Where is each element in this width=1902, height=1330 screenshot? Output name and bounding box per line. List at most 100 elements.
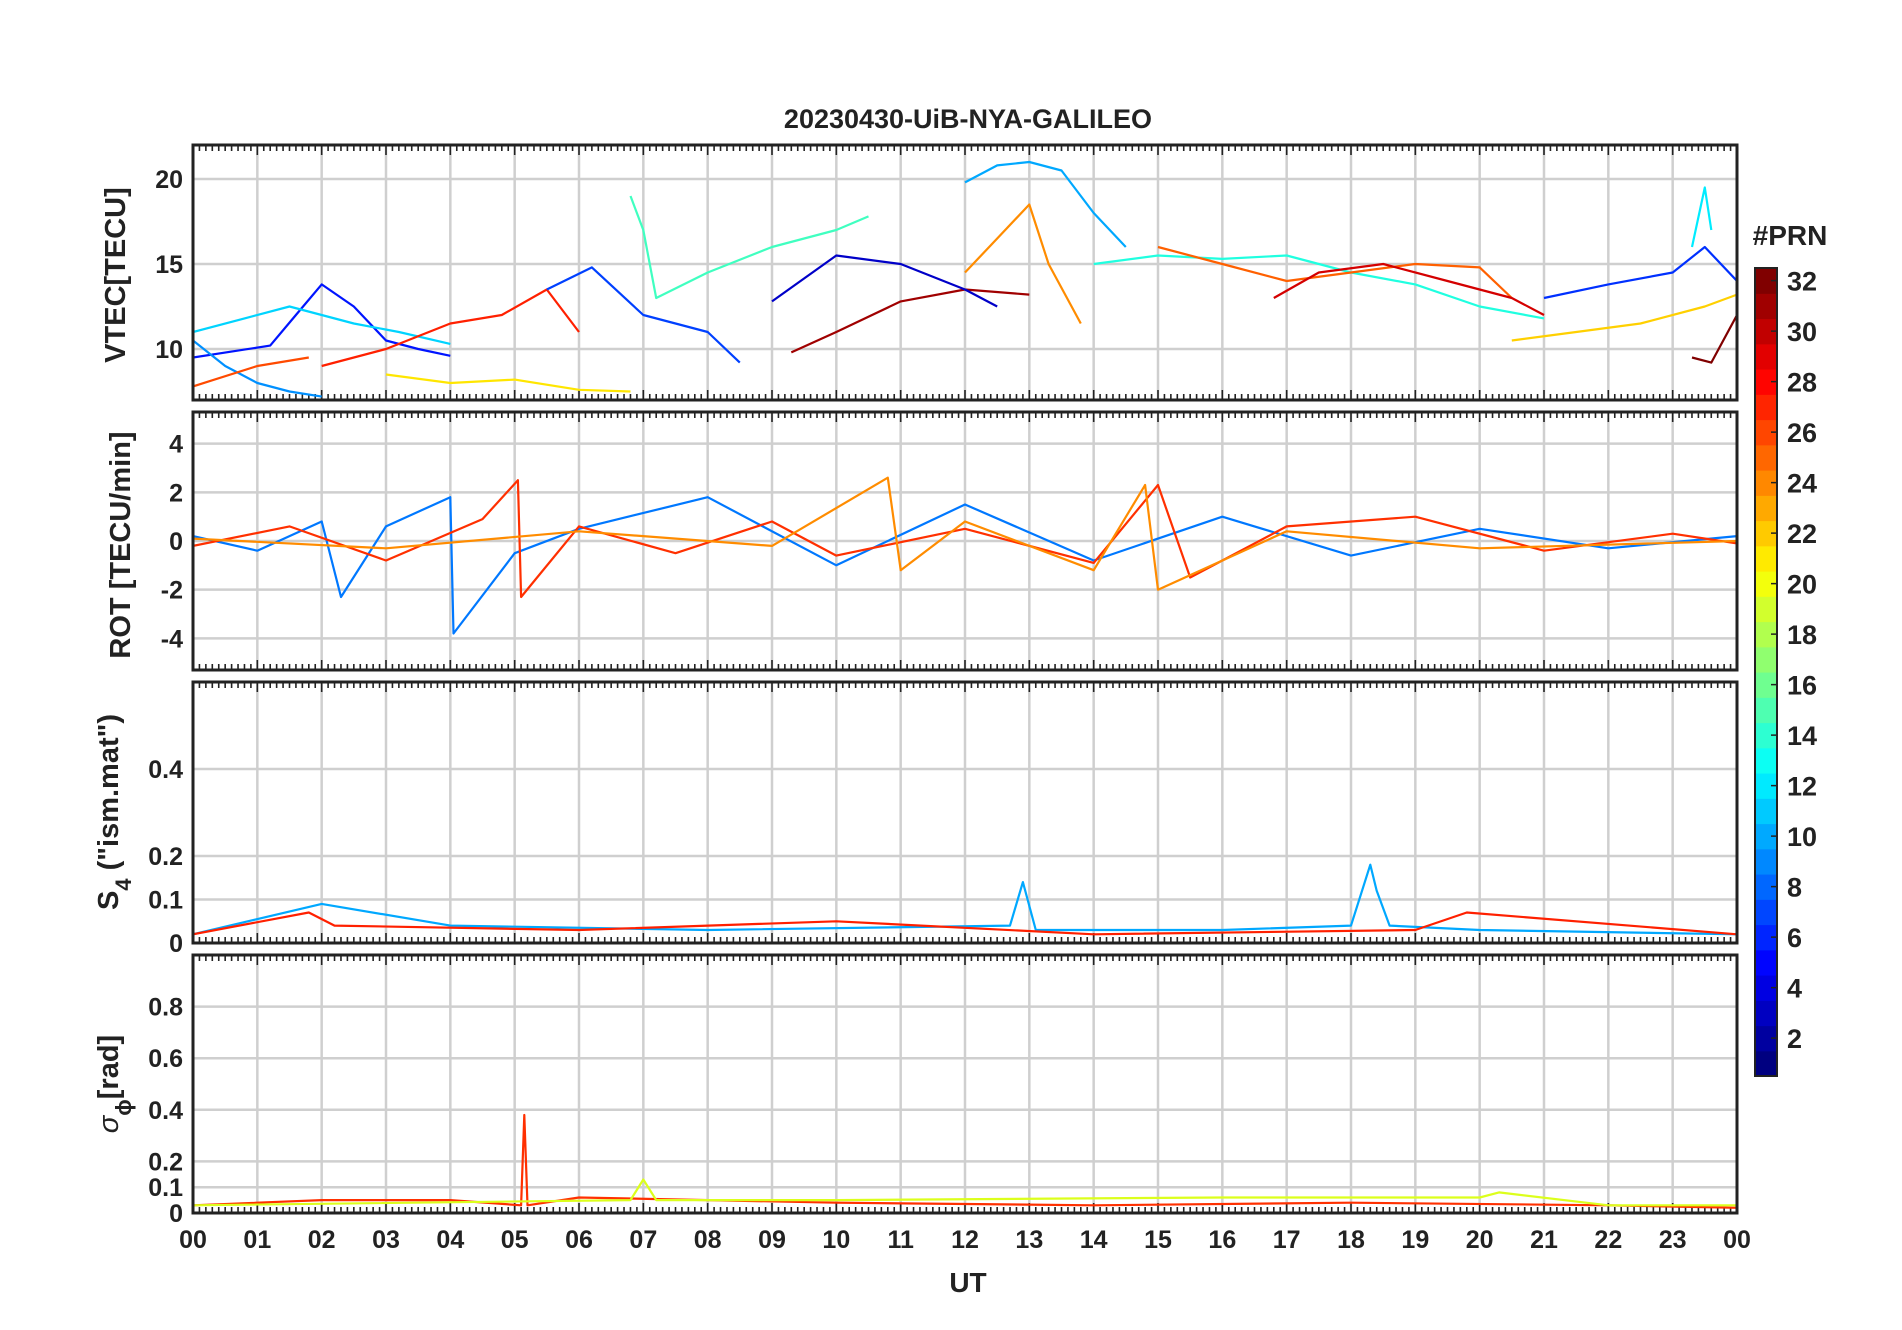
colorbar-swatch [1755,268,1777,294]
rot-series [193,476,1737,635]
colorbar-tick-label: 4 [1787,974,1802,1004]
colorbar-swatch [1755,722,1777,749]
s4-series [193,863,1737,936]
colorbar-tick-label: 16 [1787,671,1817,701]
colorbar-swatch [1755,520,1777,547]
time-axis: 00 01 02 03 04 05 06 07 08 09 10 11 12 13 14 15 16 17 18 19… [179,1226,1751,1254]
series-line-prn-23 [193,476,1737,591]
x-tick-label: 05 [501,1226,529,1254]
y-tick-label: 0 [169,930,183,958]
colorbar-tick-label: 24 [1787,469,1817,499]
colorbar-swatch [1755,621,1777,648]
x-axis-label: UT [949,1267,986,1298]
y-tick-label: 0.1 [148,887,183,915]
vtec-series [193,160,1737,398]
colorbar-swatch [1755,545,1777,572]
axes-frame [191,410,1739,672]
colorbar-swatch [1755,848,1777,875]
colorbar-tick-label: 10 [1787,822,1817,852]
series-line-prn-31 [790,288,1030,354]
series-line-prn-28 [321,288,580,368]
x-tick-label: 06 [565,1226,593,1254]
y-tick-label: -4 [161,625,183,653]
x-tick-label: 14 [1080,1226,1108,1254]
colorbar-swatch [1755,747,1777,774]
y-tick-label: -2 [161,577,183,605]
colorbar-swatch [1755,596,1777,623]
colorbar-swatch [1755,798,1777,825]
x-tick-label: 04 [436,1226,464,1254]
colorbar-swatch [1755,949,1777,976]
colorbar-swatch [1755,495,1777,522]
figure-title: 20230430-UiB-NYA-GALILEO [784,104,1152,134]
series-line-prn-3 [193,283,451,359]
series-line-prn-9 [193,339,322,398]
colorbar-tick-label: 6 [1787,923,1802,953]
colorbar-swatch [1755,1025,1777,1052]
colorbar-swatch [1755,672,1777,698]
x-tick-label: 00 [179,1226,207,1254]
y-tick-label: 4 [169,431,183,459]
y-axis-label: S4 ("ism.mat") [93,714,136,910]
colorbar-swatch [1755,773,1777,799]
y-tick-label: 0.4 [148,1097,183,1125]
y-tick-label: 0.4 [148,756,183,784]
x-tick-label: 01 [243,1226,271,1254]
x-tick-label: 22 [1594,1226,1622,1254]
colorbar-swatch [1755,470,1777,496]
axes-frame [191,143,1739,402]
series-line-prn-32 [1691,314,1737,364]
colorbar-tick-label: 22 [1787,519,1817,549]
colorbar-swatch [1755,975,1777,1001]
x-tick-label: 12 [951,1226,979,1254]
y-axis-label: ROT [TECU/min] [105,431,137,658]
y-tick-label: 10 [155,336,183,364]
colorbar-tick-label: 30 [1787,317,1817,347]
x-tick-label: 09 [758,1226,786,1254]
colorbar-swatch [1755,293,1777,320]
y-tick-label: 0 [169,1200,183,1228]
x-tick-label: 19 [1401,1226,1429,1254]
minor-ticks [192,412,1738,670]
y-tick-label: 2 [169,479,183,507]
y-tick-label: 15 [155,251,183,279]
colorbar-tick-label: 20 [1787,570,1817,600]
colorbar-swatch [1755,419,1777,446]
y-axis-label: σϕ[rad] [93,1035,136,1133]
colorbar-swatch [1755,369,1777,395]
series-line-prn-27 [193,479,1737,599]
series-line-prn-25 [1157,245,1513,299]
y-tick-label: 0 [169,528,183,556]
sigma_phi-series [193,1113,1737,1209]
x-tick-label: 02 [308,1226,336,1254]
series-line-prn-20 [385,373,631,393]
x-tick-label: 18 [1337,1226,1365,1254]
x-tick-label: 07 [629,1226,657,1254]
colorbar-swatch [1755,343,1777,370]
colorbar-title: #PRN [1753,220,1828,251]
y-tick-label: 0.6 [148,1045,183,1073]
x-tick-label: 15 [1144,1226,1172,1254]
colorbar-tick-label: 18 [1787,620,1817,650]
x-tick-label: 21 [1530,1226,1558,1254]
series-line-prn-14 [1093,254,1545,320]
colorbar-swatch [1755,697,1777,724]
colorbar-tick-label: 14 [1787,721,1817,751]
series-line-prn-6 [546,266,741,364]
series-line-prn-5 [1543,245,1737,300]
rot-panel: -4 -2 0 2 4 ROT [TECU/min] [105,410,1739,672]
s4-panel: 0 0.1 0.2 0.4 S4 ("ism.mat") [93,680,1739,958]
x-tick-label: 16 [1208,1226,1236,1254]
colorbar-swatch [1755,1000,1777,1027]
colorbar-tick-label: 28 [1787,368,1817,398]
y-axis-label: VTEC[TECU] [100,187,132,363]
colorbar-tick-label: 32 [1787,267,1817,297]
axes-frame [191,953,1739,1215]
x-tick-label: 11 [887,1226,914,1254]
colorbar-swatch [1755,823,1777,850]
y-tick-label: 0.1 [148,1174,183,1202]
colorbar-tick-label: 26 [1787,418,1817,448]
series-line-prn-13 [1690,186,1713,248]
